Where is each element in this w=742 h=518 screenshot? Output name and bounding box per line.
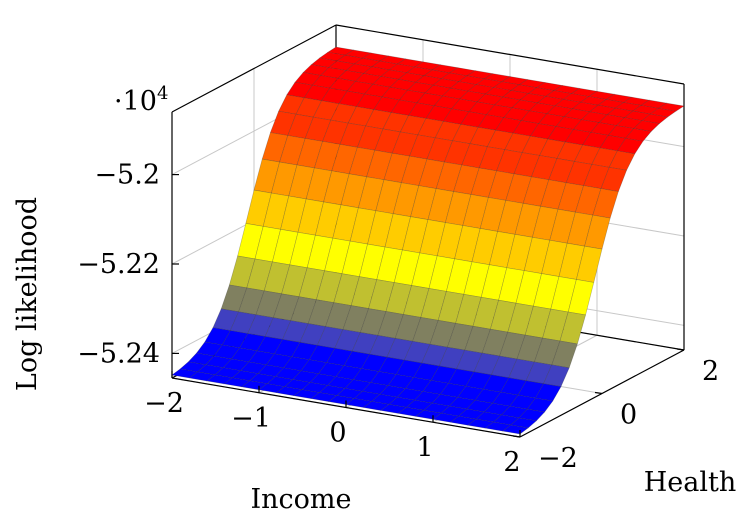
y-tick-label: −2 [538,443,578,474]
surface-patch [559,311,586,345]
surface-plot [171,46,685,435]
y-tick-label: 0 [620,400,637,431]
surface-patch [576,245,603,283]
x-tick-label: −2 [144,388,184,419]
z-tick-label: −5.24 [77,338,160,369]
axis-box-edge [335,24,685,85]
surface-patch [501,424,529,435]
surface-patch [625,128,652,142]
surface-patch [592,188,619,219]
z-scale-label: ·104 [114,83,168,117]
x-tick-label: 1 [416,432,433,463]
tick-mark [676,348,685,351]
surface-patch [584,214,611,250]
x-tick-label: −1 [231,403,271,434]
axis-box-edge [171,24,337,113]
y-axis-label: Health [644,467,737,498]
z-tick-label: −5.2 [94,160,160,191]
axis-ticks: −2 −1 0 1 2 −2 0 2 −5.24 −5.22 −5.2 [77,160,719,478]
y-tick-label: 2 [702,356,719,387]
surface-patch [633,120,661,132]
surface-patch [641,113,669,124]
surface-patch [657,102,685,112]
surface-patch [600,166,628,192]
tick-mark [594,391,603,395]
z-axis-label: Log likelihood [12,197,43,391]
z-tick-label: −5.22 [77,249,160,280]
surface-patch [649,107,677,118]
surface-patch [543,364,570,387]
x-tick-label: 0 [329,418,346,449]
surface-patch [567,279,595,316]
surface-patch [518,408,546,422]
surface-patch [510,417,538,429]
x-axis-label: Income [250,484,351,515]
tick-mark [512,435,521,438]
surface-patch [551,340,578,369]
surface-patch [608,150,636,171]
x-tick-label: 2 [503,447,520,478]
